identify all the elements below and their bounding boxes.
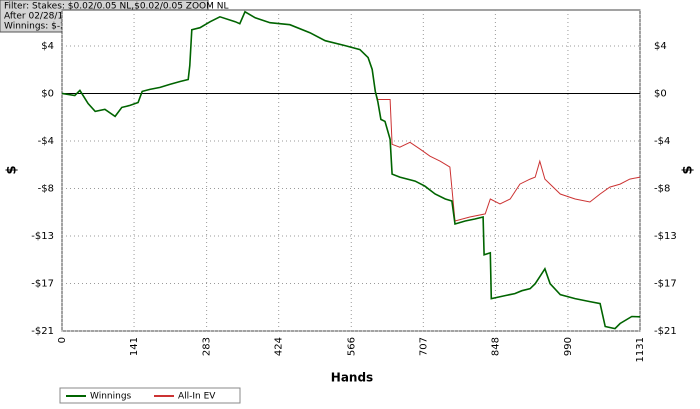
y2-axis-title: $ [681, 165, 696, 174]
x-tick-label: 141 [129, 337, 140, 356]
series-line [374, 91, 641, 222]
legend-label: All-In EV [178, 392, 216, 402]
x-tick-label: 707 [418, 337, 429, 356]
x-tick-label: 566 [346, 337, 357, 356]
y2-tick-label: -$8 [654, 183, 670, 194]
y-tick-label: -$13 [31, 231, 54, 242]
y-tick-label: -$21 [31, 326, 54, 337]
y-tick-label: -$4 [38, 136, 54, 147]
x-tick-label: 1131 [635, 337, 646, 362]
y-tick-label: -$8 [38, 183, 54, 194]
y2-tick-label: -$4 [654, 136, 670, 147]
date-text: After 02/28/16 18:38:41 [4, 12, 112, 22]
y2-tick-label: $4 [654, 41, 667, 52]
y2-tick-label: -$17 [654, 278, 677, 289]
legend-label: Winnings [90, 392, 132, 402]
winnings-text: Winnings: $-20.07 [4, 22, 86, 32]
y-tick-label: $0 [41, 88, 54, 99]
filter-text: Filter: Stakes: $0.02/0.05 NL,$0.02/0.05… [4, 2, 229, 12]
y-tick-label: $4 [41, 41, 54, 52]
x-tick-label: 424 [274, 337, 285, 356]
y-tick-label: -$17 [31, 278, 54, 289]
x-tick-label: 848 [490, 337, 501, 356]
x-tick-label: 990 [563, 337, 574, 356]
legend-box [59, 387, 241, 404]
x-tick-label: 0 [57, 337, 68, 343]
y2-tick-label: $0 [654, 88, 667, 99]
x-tick-label: 283 [202, 337, 213, 356]
y2-tick-label: -$13 [654, 231, 677, 242]
y-axis-title: $ [5, 165, 20, 174]
y2-tick-label: -$21 [654, 326, 677, 337]
x-axis-title: Hands [331, 371, 373, 385]
series-line [61, 10, 641, 330]
